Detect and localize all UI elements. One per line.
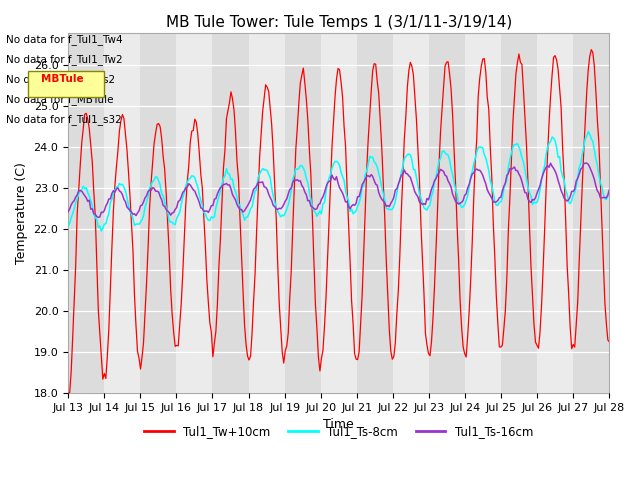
Text: No data for f_Tul1_s32: No data for f_Tul1_s32 [6, 114, 122, 125]
Text: No data for f_Tul1_Tw2: No data for f_Tul1_Tw2 [6, 54, 123, 65]
Text: MBTule: MBTule [40, 74, 83, 84]
Text: No data for f_Tul1_Tw4: No data for f_Tul1_Tw4 [6, 34, 123, 45]
Bar [465, 33, 501, 393]
Bar [573, 33, 609, 393]
X-axis label: Time: Time [323, 419, 354, 432]
Text: No data for f_MBTule: No data for f_MBTule [6, 94, 114, 105]
Bar [321, 33, 357, 393]
Bar [248, 33, 285, 393]
Text: No data for f_Tul1_s2: No data for f_Tul1_s2 [6, 74, 116, 85]
Bar [212, 33, 248, 393]
Bar [357, 33, 393, 393]
Y-axis label: Temperature (C): Temperature (C) [15, 162, 28, 264]
Bar [429, 33, 465, 393]
Bar [68, 33, 104, 393]
Bar [104, 33, 140, 393]
Bar [285, 33, 321, 393]
Legend: Tul1_Tw+10cm, Tul1_Ts-8cm, Tul1_Ts-16cm: Tul1_Tw+10cm, Tul1_Ts-8cm, Tul1_Ts-16cm [140, 420, 538, 443]
Bar [501, 33, 537, 393]
Title: MB Tule Tower: Tule Temps 1 (3/1/11-3/19/14): MB Tule Tower: Tule Temps 1 (3/1/11-3/19… [166, 15, 512, 30]
Bar [393, 33, 429, 393]
Bar [140, 33, 177, 393]
Bar [177, 33, 212, 393]
Bar [537, 33, 573, 393]
Bar [609, 33, 640, 393]
